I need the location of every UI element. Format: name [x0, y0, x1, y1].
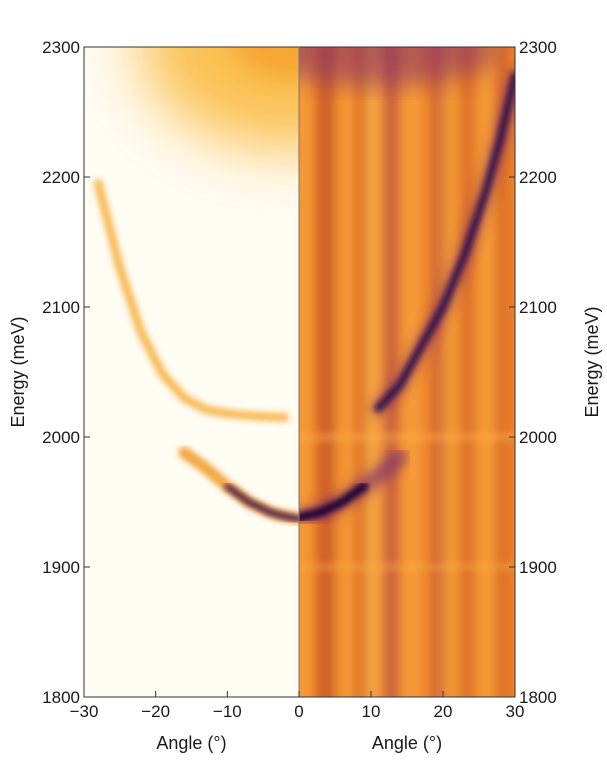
streak [384, 47, 398, 697]
right-y-tick-label: 2200 [519, 168, 557, 187]
right-x-tick-label: 0 [294, 702, 303, 721]
streak [432, 47, 444, 697]
streak [318, 47, 334, 697]
left-x-axis-label: Angle (°) [156, 733, 226, 753]
left-y-tick-label: 2300 [42, 38, 80, 57]
right-x-tick-label: 20 [434, 702, 453, 721]
streak [368, 47, 378, 697]
left-x-tick-label: −30 [70, 702, 99, 721]
right-vertical-streaks [299, 47, 507, 697]
right-heatmap-panel [299, 47, 515, 697]
left-upper-branch [93, 179, 290, 422]
streak [356, 47, 366, 697]
right-y-tick-label: 2100 [519, 298, 557, 317]
left-x-tick-label: −20 [141, 702, 170, 721]
left-x-tick-label: −10 [213, 702, 242, 721]
left-y-tick-label: 2200 [42, 168, 80, 187]
left-y-tick-label: 1900 [42, 558, 80, 577]
right-x-axis-label: Angle (°) [372, 733, 442, 753]
streak [480, 47, 492, 697]
right-x-tick-label: 30 [506, 702, 525, 721]
right-y-axis-label: Energy (meV) [582, 306, 602, 417]
left-y-tick-label: 1800 [42, 688, 80, 707]
left-y-tick-label: 2000 [42, 428, 80, 447]
right-upper-branch-core [374, 72, 515, 412]
band [299, 563, 515, 571]
left-lower-branch-core [224, 483, 299, 522]
right-horizontal-bands [299, 432, 515, 571]
right-y-tick-label: 1900 [519, 558, 557, 577]
left-y-tick-label: 2100 [42, 298, 80, 317]
right-y-tick-label: 2300 [519, 38, 557, 57]
left-top-glow-core [232, 47, 299, 80]
streak [497, 47, 507, 697]
right-top-shadow [299, 47, 500, 86]
streak [340, 47, 352, 697]
left-heatmap-background [84, 47, 299, 697]
right-lower-branch-core [299, 481, 369, 523]
streak [299, 47, 308, 697]
right-x-tick-label: 10 [362, 702, 381, 721]
band [299, 432, 515, 442]
axes: 1800 1900 2000 2100 2200 2300 1800 1900 2000 2100… [8, 38, 602, 753]
streak [446, 47, 456, 697]
left-y-axis-label: Energy (meV) [8, 316, 28, 427]
left-heatmap-panel [84, 47, 299, 697]
right-y-tick-label: 2000 [519, 428, 557, 447]
streak [462, 47, 472, 697]
right-y-tick-label: 1800 [519, 688, 557, 707]
